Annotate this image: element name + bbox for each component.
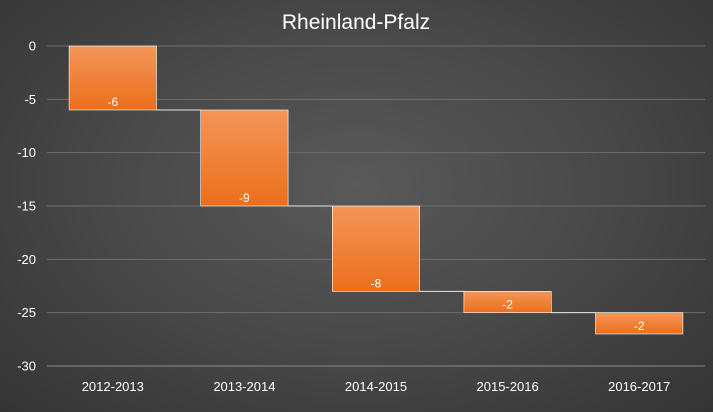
x-axis-ticks: 2012-2013 2013-2014 2014-2015 2015-2016 2016… (82, 379, 671, 394)
y-tick-label: -30 (17, 359, 36, 374)
y-tick-label: -25 (17, 305, 36, 320)
x-tick-label: 2012-2013 (82, 379, 144, 394)
y-tick-label: -20 (17, 252, 36, 267)
waterfall-bar (200, 109, 289, 207)
waterfall-bar (595, 312, 684, 335)
data-labels: -6 -9 -8 -2 -2 (107, 95, 644, 333)
connectors (156, 109, 596, 314)
data-label: -8 (371, 276, 382, 290)
data-label: -6 (107, 95, 118, 109)
data-label: -2 (502, 298, 513, 312)
waterfall-bar (463, 291, 552, 313)
y-tick-label: -5 (24, 92, 36, 107)
data-label: -9 (239, 191, 250, 205)
chart-title: Rheinland-Pfalz (282, 11, 430, 34)
y-tick-label: -15 (17, 199, 36, 214)
waterfall-bar (332, 205, 420, 292)
y-tick-label: 0 (29, 39, 36, 54)
x-tick-label: 2014-2015 (345, 379, 407, 394)
x-tick-label: 2013-2014 (213, 379, 275, 394)
y-axis-ticks: 0 -5 -10 -15 -20 -25 -30 (17, 39, 36, 374)
x-tick-label: 2016-2017 (608, 379, 670, 394)
bars (68, 45, 684, 335)
waterfall-bar (68, 45, 157, 111)
x-tick-label: 2015-2016 (477, 379, 539, 394)
data-label: -2 (634, 319, 645, 333)
y-tick-label: -10 (17, 145, 36, 160)
